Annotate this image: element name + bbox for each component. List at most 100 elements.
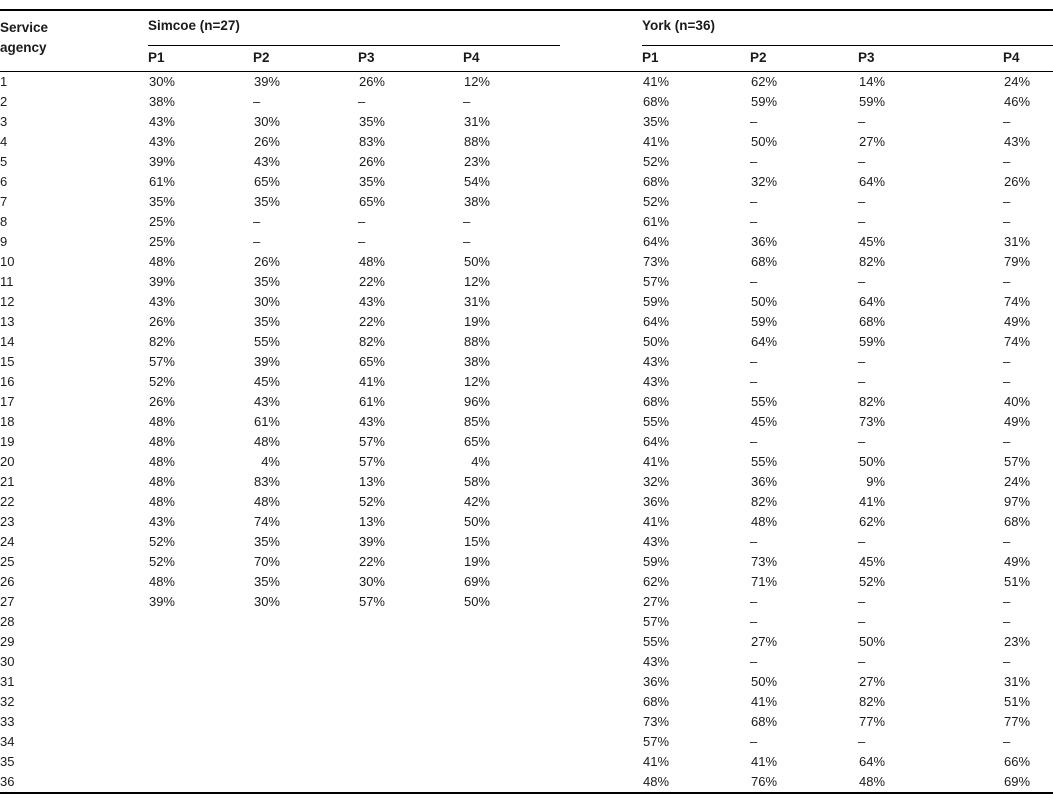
agency-cell: 20 xyxy=(0,454,15,469)
cell-simcoe-p4: 58% xyxy=(463,474,490,489)
cell-simcoe-p2: 43% xyxy=(253,154,280,169)
cell-simcoe-p2 xyxy=(253,632,358,652)
agency-cell: 30 xyxy=(0,654,15,669)
row-header-service-agency: Service agency xyxy=(0,9,148,72)
cell-simcoe-p2: 30% xyxy=(253,114,280,129)
cell-york-p1: 61% xyxy=(643,214,670,229)
cell-york-p2: – xyxy=(750,274,758,289)
cell-simcoe-p3 xyxy=(358,732,463,752)
cell-york-p4: 23% xyxy=(1004,634,1031,649)
cell-simcoe-p4: 69% xyxy=(463,574,490,589)
cell-york-p4: – xyxy=(1003,374,1011,389)
group-header-york: York (n=36) xyxy=(642,9,1053,46)
cell-simcoe-p3: 41% xyxy=(358,374,385,389)
table-row: 4 43% 26% 83% 88% 41% 50% 27% 43% xyxy=(0,132,1053,152)
cell-simcoe-p4: 15% xyxy=(463,534,490,549)
cell-simcoe-p3 xyxy=(358,632,463,652)
agency-cell: 17 xyxy=(0,394,15,409)
agency-cell: 25 xyxy=(0,554,15,569)
cell-york-p1: 27% xyxy=(643,594,670,609)
cell-york-p1: 43% xyxy=(643,654,670,669)
cell-simcoe-p3 xyxy=(358,652,463,672)
cell-simcoe-p3: 35% xyxy=(358,174,385,189)
row-header-label: Service agency xyxy=(0,20,49,55)
cell-york-p3: 50% xyxy=(859,634,886,649)
cell-york-p3: 62% xyxy=(859,514,886,529)
cell-simcoe-p1: 48% xyxy=(148,454,175,469)
cell-york-p3: 48% xyxy=(858,771,1004,794)
cell-york-p4: – xyxy=(1003,194,1011,209)
cell-simcoe-p1 xyxy=(148,771,253,794)
cell-simcoe-p3: 83% xyxy=(358,134,385,149)
cell-york-p1: 41% xyxy=(643,134,670,149)
cell-york-p3: – xyxy=(858,354,866,369)
cell-york-p4: 49% xyxy=(1004,314,1031,329)
cell-simcoe-p3: 13% xyxy=(358,474,385,489)
gap-cell xyxy=(560,132,642,152)
cell-york-p1: 52% xyxy=(643,154,670,169)
table-row: 2 38% – – – 68% 59% 59% 46% xyxy=(0,92,1053,112)
cell-york-p2: – xyxy=(750,214,758,229)
gap-cell xyxy=(560,372,642,392)
cell-york-p4: – xyxy=(1003,434,1011,449)
col-header-york-p3: P3 xyxy=(858,45,1004,72)
cell-simcoe-p1: 30% xyxy=(148,74,175,89)
cell-simcoe-p4 xyxy=(463,771,561,794)
cell-york-p1: 41% xyxy=(643,754,670,769)
cell-york-p1: 55% xyxy=(643,414,670,429)
gap-cell xyxy=(560,352,642,372)
cell-simcoe-p2: 61% xyxy=(253,414,280,429)
cell-simcoe-p4 xyxy=(463,652,560,672)
cell-york-p2: 73% xyxy=(751,554,778,569)
cell-york-p3: 82% xyxy=(859,694,886,709)
table-row: 24 52% 35% 39% 15% 43% – – – xyxy=(0,532,1053,552)
cell-simcoe-p2: 26% xyxy=(253,134,280,149)
cell-simcoe-p4: 50% xyxy=(463,594,490,609)
table-row: 15 57% 39% 65% 38% 43% – – – xyxy=(0,352,1053,372)
agency-cell: 12 xyxy=(0,294,15,309)
cell-york-p1: 68% xyxy=(643,174,670,189)
cell-simcoe-p4: – xyxy=(463,214,471,229)
cell-york-p3: 14% xyxy=(859,74,886,89)
cell-simcoe-p3: – xyxy=(358,234,366,249)
cell-york-p2: 36% xyxy=(751,474,778,489)
cell-york-p3: – xyxy=(858,534,866,549)
cell-simcoe-p2: 45% xyxy=(253,374,280,389)
cell-simcoe-p4 xyxy=(463,712,560,732)
cell-york-p2: – xyxy=(750,154,758,169)
cell-simcoe-p3 xyxy=(358,712,463,732)
cell-york-p4: – xyxy=(1003,534,1011,549)
cell-simcoe-p4: 96% xyxy=(463,394,490,409)
cell-simcoe-p4 xyxy=(463,612,560,632)
cell-york-p2: 82% xyxy=(751,494,778,509)
cell-york-p2: 50% xyxy=(751,674,778,689)
cell-york-p4: 51% xyxy=(1004,694,1031,709)
cell-simcoe-p4: 54% xyxy=(463,174,490,189)
gap-cell xyxy=(560,252,642,272)
cell-simcoe-p4: 4% xyxy=(471,454,490,469)
agency-cell: 22 xyxy=(0,494,15,509)
agency-cell: 27 xyxy=(0,594,15,609)
table-row: 23 43% 74% 13% 50% 41% 48% 62% 68% xyxy=(0,512,1053,532)
agency-cell: 14 xyxy=(0,334,15,349)
cell-york-p2: 41% xyxy=(751,694,778,709)
cell-simcoe-p1: 48% xyxy=(148,474,175,489)
gap-cell xyxy=(560,512,642,532)
table-row: 14 82% 55% 82% 88% 50% 64% 59% 74% xyxy=(0,332,1053,352)
cell-york-p1: 68% xyxy=(643,394,670,409)
cell-simcoe-p1: 39% xyxy=(148,594,175,609)
cell-york-p4: 49% xyxy=(1004,414,1031,429)
cell-simcoe-p4 xyxy=(463,692,560,712)
cell-york-p3: 59% xyxy=(859,94,886,109)
cell-york-p1: 68% xyxy=(643,94,670,109)
cell-simcoe-p1 xyxy=(148,752,253,772)
gap-cell xyxy=(560,212,642,232)
cell-york-p4: – xyxy=(1003,614,1011,629)
agency-cell: 26 xyxy=(0,574,15,589)
cell-york-p2: 76% xyxy=(750,771,859,794)
table-header: Service agency Simcoe (n=27) York (n=36)… xyxy=(0,9,1053,72)
cell-york-p3: – xyxy=(858,734,866,749)
gap-cell xyxy=(560,172,642,192)
gap-cell xyxy=(560,292,642,312)
cell-york-p4: – xyxy=(1003,594,1011,609)
